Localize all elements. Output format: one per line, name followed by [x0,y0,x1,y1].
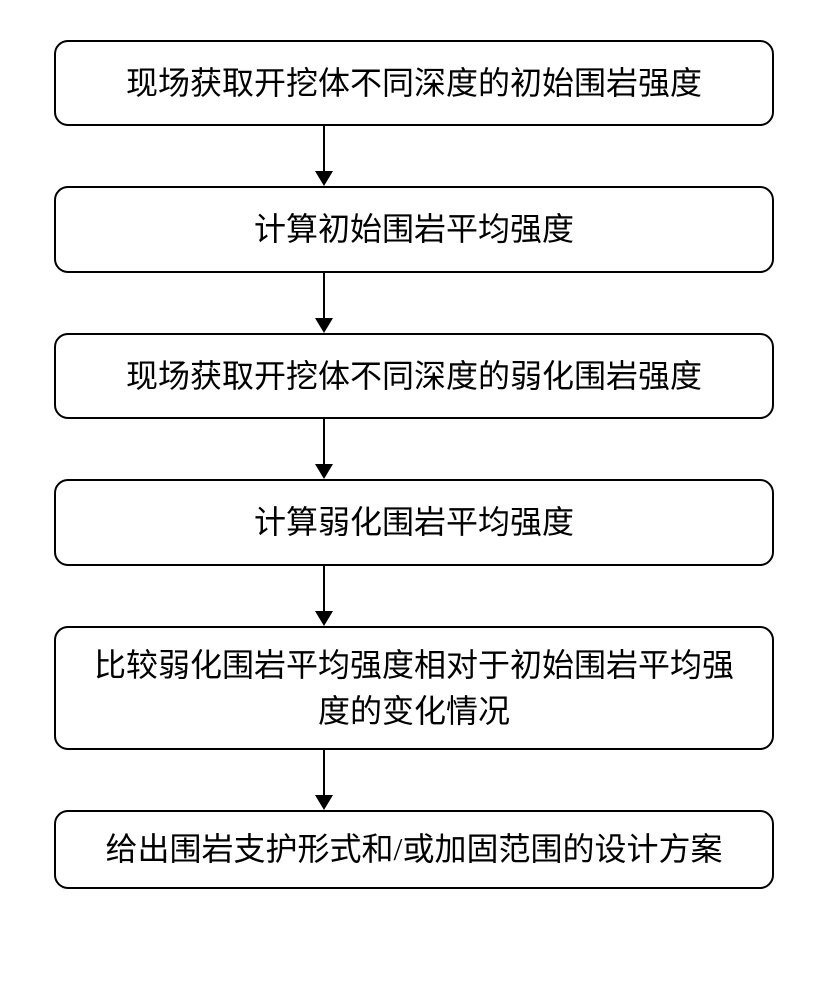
node-label: 给出围岩支护形式和/或加固范围的设计方案 [106,826,723,872]
node-label: 比较弱化围岩平均强度相对于初始围岩平均强度的变化情况 [84,642,744,735]
node-design-scheme: 给出围岩支护形式和/或加固范围的设计方案 [54,810,774,888]
node-calc-weakened-avg: 计算弱化围岩平均强度 [54,479,774,565]
node-calc-initial-avg: 计算初始围岩平均强度 [54,186,774,272]
arrow-head-icon [315,464,333,479]
arrow-head-icon [315,795,333,810]
arrow-line [323,273,326,318]
node-initial-strength: 现场获取开挖体不同深度的初始围岩强度 [54,40,774,126]
arrow-line [323,419,326,464]
node-label: 计算弱化围岩平均强度 [254,499,574,545]
arrow-head-icon [315,318,333,333]
node-label: 现场获取开挖体不同深度的初始围岩强度 [126,60,702,106]
arrow-line [323,566,326,611]
arrow-line [323,750,326,795]
flowchart-container: 现场获取开挖体不同深度的初始围岩强度 计算初始围岩平均强度 现场获取开挖体不同深… [50,40,778,889]
arrow-head-icon [315,611,333,626]
node-label: 现场获取开挖体不同深度的弱化围岩强度 [126,353,702,399]
node-label: 计算初始围岩平均强度 [254,206,574,252]
node-compare-change: 比较弱化围岩平均强度相对于初始围岩平均强度的变化情况 [54,626,774,751]
arrow-line [323,126,326,171]
node-weakened-strength: 现场获取开挖体不同深度的弱化围岩强度 [54,333,774,419]
arrow-head-icon [315,171,333,186]
